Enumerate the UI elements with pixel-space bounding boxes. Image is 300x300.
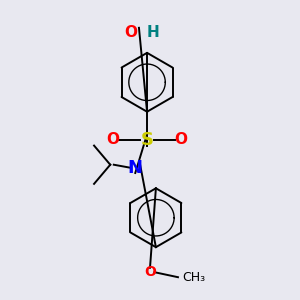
Text: CH₃: CH₃ [182,271,206,284]
Text: N: N [128,159,143,177]
Text: O: O [144,265,156,279]
Text: O: O [174,132,188,147]
Text: O: O [107,132,120,147]
Text: S: S [141,131,154,149]
Text: H: H [147,25,159,40]
Text: O: O [124,25,137,40]
